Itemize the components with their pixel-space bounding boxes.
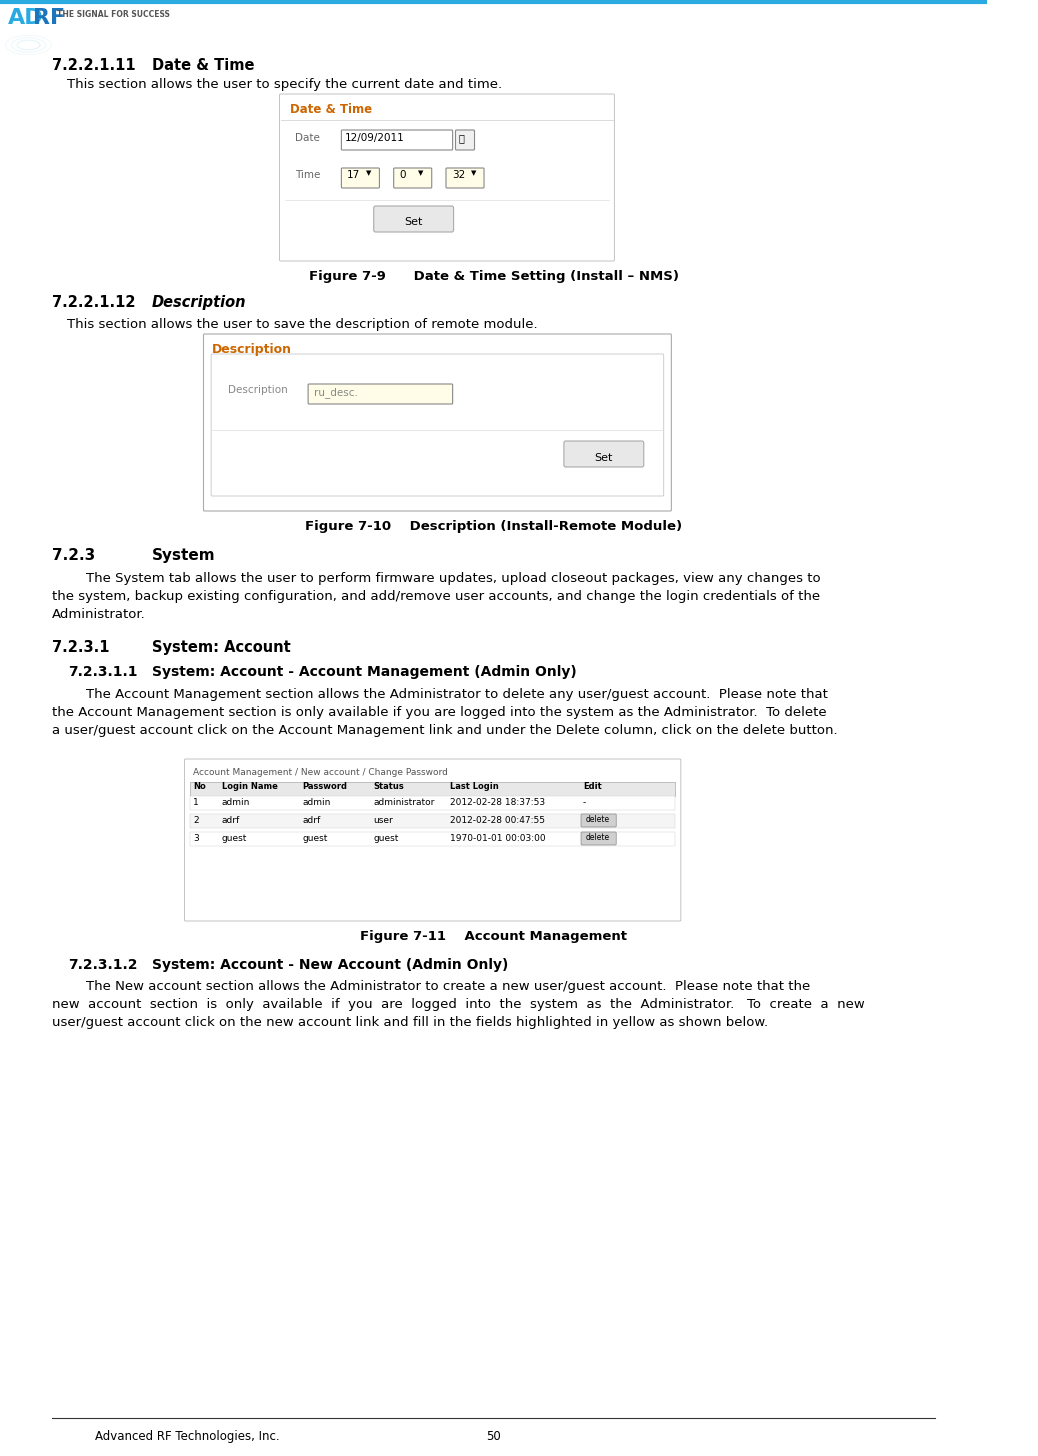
Text: Login Name: Login Name — [221, 782, 277, 791]
Text: 1: 1 — [193, 798, 199, 807]
FancyBboxPatch shape — [308, 384, 453, 403]
Text: guest: guest — [374, 834, 399, 843]
Text: System: Account - Account Management (Admin Only): System: Account - Account Management (Ad… — [153, 665, 577, 678]
FancyBboxPatch shape — [393, 167, 432, 188]
Text: Date: Date — [295, 132, 320, 143]
Text: Description: Description — [212, 344, 292, 357]
Bar — [190, 831, 675, 846]
Text: admin: admin — [302, 798, 331, 807]
Text: The New account section allows the Administrator to create a new user/guest acco: The New account section allows the Admin… — [52, 980, 865, 1029]
FancyBboxPatch shape — [456, 130, 474, 150]
Text: Last Login: Last Login — [449, 782, 498, 791]
Text: -: - — [583, 798, 586, 807]
Text: Figure 7-11    Account Management: Figure 7-11 Account Management — [360, 930, 627, 943]
FancyBboxPatch shape — [374, 205, 454, 232]
FancyBboxPatch shape — [203, 333, 672, 511]
Text: ru_desc.: ru_desc. — [313, 387, 358, 397]
Text: 7.2.3.1.2: 7.2.3.1.2 — [69, 958, 138, 973]
Text: 3: 3 — [193, 834, 199, 843]
FancyBboxPatch shape — [564, 441, 644, 467]
Text: 2012-02-28 18:37:53: 2012-02-28 18:37:53 — [449, 798, 545, 807]
Text: This section allows the user to save the description of remote module.: This section allows the user to save the… — [66, 317, 538, 331]
Text: Status: Status — [374, 782, 405, 791]
Text: System: Account: System: Account — [153, 641, 291, 655]
Text: adrf: adrf — [302, 815, 321, 826]
Text: admin: admin — [221, 798, 250, 807]
Text: Date & Time: Date & Time — [290, 103, 373, 116]
Text: guest: guest — [221, 834, 247, 843]
Text: Description: Description — [153, 296, 247, 310]
Text: delete: delete — [586, 815, 610, 824]
Text: 50: 50 — [486, 1430, 501, 1443]
Text: delete: delete — [586, 833, 610, 842]
Text: 32: 32 — [452, 170, 465, 181]
Text: No: No — [193, 782, 206, 791]
Text: Date & Time: Date & Time — [153, 58, 254, 73]
FancyBboxPatch shape — [581, 814, 617, 827]
Text: 7.2.3: 7.2.3 — [52, 547, 95, 563]
Text: System: Account - New Account (Admin Only): System: Account - New Account (Admin Onl… — [153, 958, 509, 973]
FancyBboxPatch shape — [279, 95, 614, 261]
FancyBboxPatch shape — [342, 167, 380, 188]
Text: Figure 7-10    Description (Install-Remote Module): Figure 7-10 Description (Install-Remote … — [305, 520, 682, 533]
Text: 17: 17 — [347, 170, 360, 181]
FancyBboxPatch shape — [342, 130, 453, 150]
Text: ▼: ▼ — [418, 170, 424, 176]
Text: Set: Set — [595, 453, 613, 463]
Text: THE SIGNAL FOR SUCCESS: THE SIGNAL FOR SUCCESS — [57, 10, 170, 19]
Text: The Account Management section allows the Administrator to delete any user/guest: The Account Management section allows th… — [52, 689, 838, 737]
Text: Edit: Edit — [583, 782, 602, 791]
Text: 7.2.2.1.11: 7.2.2.1.11 — [52, 58, 136, 73]
Text: 7.2.3.1.1: 7.2.3.1.1 — [69, 665, 138, 678]
Text: administrator: administrator — [374, 798, 435, 807]
Text: This section allows the user to specify the current date and time.: This section allows the user to specify … — [66, 79, 501, 90]
Text: 2012-02-28 00:47:55: 2012-02-28 00:47:55 — [449, 815, 545, 826]
FancyBboxPatch shape — [185, 759, 681, 922]
Text: AD: AD — [7, 7, 44, 28]
Text: 7.2.2.1.12: 7.2.2.1.12 — [52, 296, 136, 310]
Text: Advanced RF Technologies, Inc.: Advanced RF Technologies, Inc. — [95, 1430, 279, 1443]
Text: RF: RF — [33, 7, 65, 28]
Text: 2: 2 — [193, 815, 198, 826]
Text: Password: Password — [302, 782, 348, 791]
Text: System: System — [153, 547, 216, 563]
Text: Figure 7-9      Date & Time Setting (Install – NMS): Figure 7-9 Date & Time Setting (Install … — [308, 269, 679, 282]
Text: adrf: adrf — [221, 815, 240, 826]
Text: ▼: ▼ — [366, 170, 372, 176]
Text: 12/09/2011: 12/09/2011 — [346, 132, 405, 143]
Text: Account Management / New account / Change Password: Account Management / New account / Chang… — [193, 767, 448, 778]
Bar — [190, 796, 675, 810]
Text: 1970-01-01 00:03:00: 1970-01-01 00:03:00 — [449, 834, 545, 843]
Bar — [190, 782, 675, 796]
Text: ▼: ▼ — [470, 170, 476, 176]
FancyBboxPatch shape — [581, 831, 617, 844]
Text: 0: 0 — [400, 170, 406, 181]
Bar — [190, 814, 675, 828]
Text: 📅: 📅 — [459, 132, 464, 143]
Text: 7.2.3.1: 7.2.3.1 — [52, 641, 110, 655]
FancyBboxPatch shape — [446, 167, 484, 188]
Text: guest: guest — [302, 834, 328, 843]
Text: Description: Description — [228, 384, 288, 395]
Text: Set: Set — [405, 217, 422, 227]
FancyBboxPatch shape — [211, 354, 663, 496]
Text: The System tab allows the user to perform firmware updates, upload closeout pack: The System tab allows the user to perfor… — [52, 572, 821, 622]
Text: user: user — [374, 815, 393, 826]
Text: Time: Time — [295, 170, 320, 181]
